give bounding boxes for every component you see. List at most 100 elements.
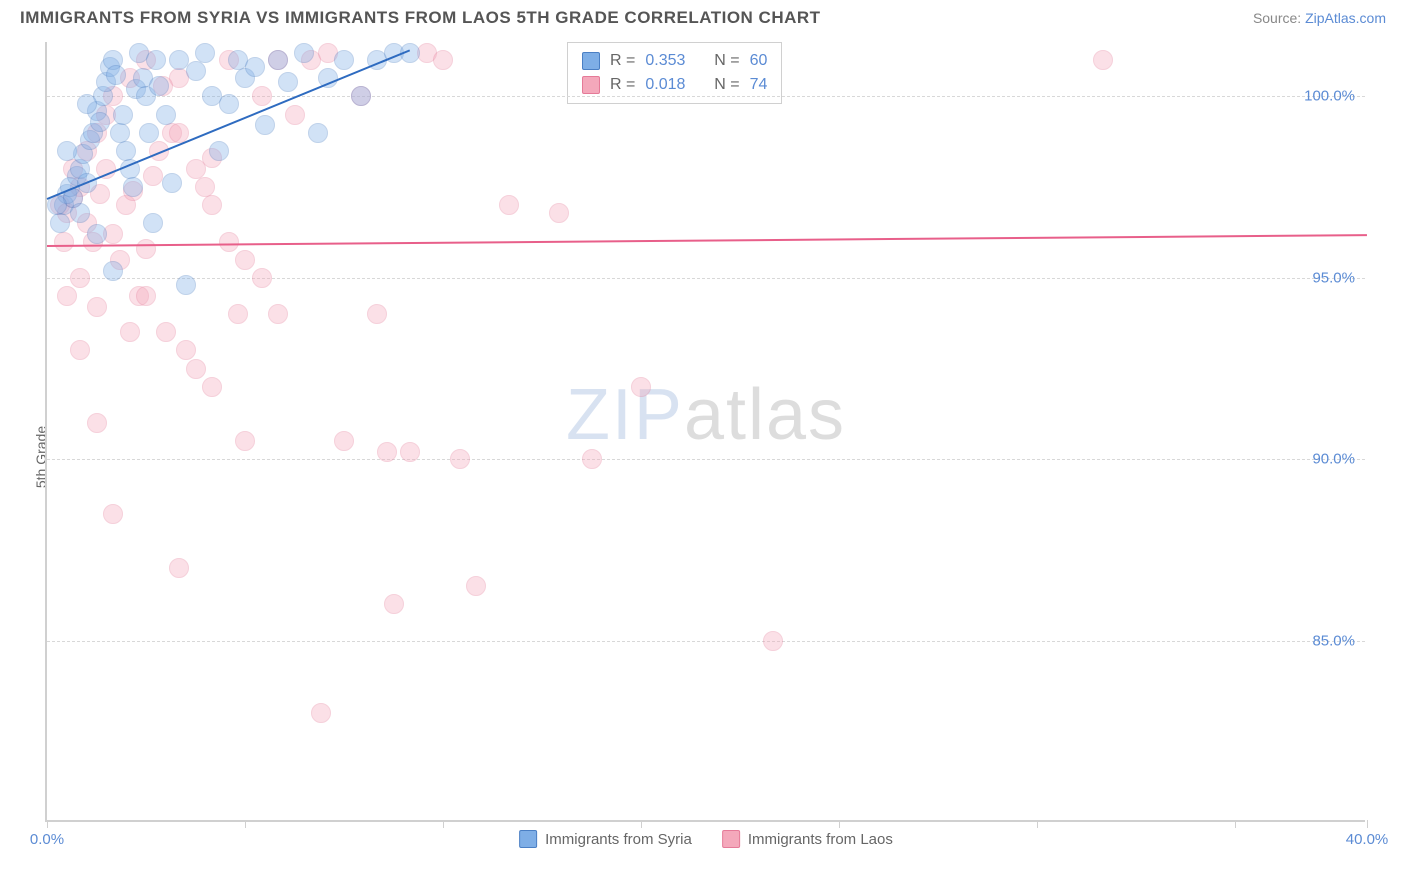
chart-title: IMMIGRANTS FROM SYRIA VS IMMIGRANTS FROM… [20,8,821,28]
scatter-point [252,86,272,106]
scatter-point [103,261,123,281]
scatter-point [57,286,77,306]
scatter-point [334,431,354,451]
scatter-point [143,166,163,186]
legend-row-syria: R = 0.353 N = 60 [582,49,767,73]
scatter-point [149,76,169,96]
scatter-point [235,250,255,270]
scatter-point [70,203,90,223]
n-value-syria: 60 [750,49,768,73]
scatter-point [195,177,215,197]
x-tick [839,820,840,828]
scatter-point [110,123,130,143]
scatter-point [156,322,176,342]
scatter-point [499,195,519,215]
scatter-point [123,177,143,197]
scatter-point [268,304,288,324]
scatter-point [50,213,70,233]
legend-label-syria: Immigrants from Syria [545,831,692,848]
source-link[interactable]: ZipAtlas.com [1305,10,1386,26]
scatter-point [582,449,602,469]
watermark: ZIPatlas [566,374,846,456]
swatch-syria [582,52,600,70]
scatter-point [186,359,206,379]
n-value-laos: 74 [750,73,768,97]
scatter-point [308,123,328,143]
y-tick-label: 90.0% [1312,451,1355,468]
scatter-point [219,232,239,252]
n-label: N = [714,73,739,97]
scatter-point [285,105,305,125]
scatter-point [87,224,107,244]
scatter-point [235,431,255,451]
scatter-point [294,43,314,63]
r-value-syria: 0.353 [645,49,685,73]
scatter-point [450,449,470,469]
scatter-point [57,141,77,161]
scatter-point [377,442,397,462]
scatter-point [87,413,107,433]
scatter-point [195,43,215,63]
x-tick [1367,820,1368,828]
correlation-legend: R = 0.353 N = 60 R = 0.018 N = 74 [567,42,782,104]
x-tick [1037,820,1038,828]
scatter-point [186,159,206,179]
scatter-point [143,213,163,233]
scatter-point [466,576,486,596]
scatter-point [116,141,136,161]
scatter-point [162,173,182,193]
source-attribution: Source: ZipAtlas.com [1253,10,1386,26]
scatter-point [146,50,166,70]
scatter-point [549,203,569,223]
x-tick [641,820,642,828]
scatter-point [103,504,123,524]
scatter-point [228,304,248,324]
series-legend: Immigrants from Syria Immigrants from La… [519,830,893,848]
trend-line [47,234,1367,247]
scatter-point [136,286,156,306]
r-label: R = [610,49,635,73]
scatter-point [90,112,110,132]
legend-item-laos: Immigrants from Laos [722,830,893,848]
swatch-laos [582,76,600,94]
scatter-point [245,57,265,77]
scatter-point [268,50,288,70]
scatter-point [169,558,189,578]
scatter-point [631,377,651,397]
r-value-laos: 0.018 [645,73,685,97]
scatter-point [87,297,107,317]
scatter-plot-area: ZIPatlas R = 0.353 N = 60 R = 0.018 N = … [45,42,1365,822]
y-tick-label: 100.0% [1304,88,1355,105]
scatter-point [70,340,90,360]
scatter-point [278,72,298,92]
scatter-point [106,65,126,85]
source-prefix: Source: [1253,10,1305,26]
gridline [47,96,1365,97]
scatter-point [202,377,222,397]
scatter-point [252,268,272,288]
scatter-point [156,105,176,125]
gridline [47,459,1365,460]
scatter-point [209,141,229,161]
legend-row-laos: R = 0.018 N = 74 [582,73,767,97]
swatch-syria [519,830,537,848]
scatter-point [334,50,354,70]
x-tick-label: 40.0% [1346,831,1389,848]
scatter-point [400,442,420,462]
x-tick [47,820,48,828]
x-tick-label: 0.0% [30,831,64,848]
scatter-point [311,703,331,723]
scatter-point [351,86,371,106]
scatter-point [186,61,206,81]
gridline [47,278,1365,279]
n-label: N = [714,49,739,73]
scatter-point [136,239,156,259]
y-tick-label: 95.0% [1312,269,1355,286]
x-tick [1235,820,1236,828]
x-tick [443,820,444,828]
scatter-point [70,268,90,288]
scatter-point [384,594,404,614]
scatter-point [202,195,222,215]
scatter-point [219,94,239,114]
legend-item-syria: Immigrants from Syria [519,830,692,848]
